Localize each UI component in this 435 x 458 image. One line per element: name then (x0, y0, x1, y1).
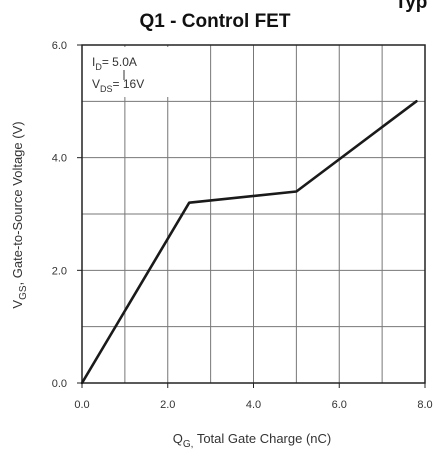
annotation-vds: VDS= 16V (92, 77, 144, 94)
x-tick-label: 4.0 (246, 399, 261, 411)
series-line (80, 100, 418, 385)
annotation-id: ID= 5.0A (92, 55, 137, 72)
y-tick-label: 2.0 (52, 265, 67, 277)
chart-title-fragment: Typ (395, 0, 427, 13)
x-tick-label: 2.0 (160, 399, 175, 411)
y-tick-label: 0.0 (52, 378, 67, 390)
annotation-background (84, 47, 176, 97)
y-tick-label: 6.0 (52, 40, 67, 52)
x-axis-label: QG, Total Gate Charge (nC) (173, 431, 331, 450)
y-tick-label: 4.0 (52, 153, 67, 165)
y-axis-label: VGS, Gate-to-Source Voltage (V) (10, 121, 29, 308)
x-tick-label: 8.0 (417, 399, 432, 411)
grid-lines (82, 45, 425, 383)
y-tick-labels: 0.0 2.0 4.0 6.0 (52, 40, 67, 390)
x-tick-label: 0.0 (74, 399, 89, 411)
x-tick-label: 6.0 (332, 399, 347, 411)
annotation-box: ID= 5.0A VDS= 16V (84, 47, 176, 97)
x-tick-labels: 0.0 2.0 4.0 6.0 8.0 (74, 399, 432, 411)
chart-title: Q1 - Control FET (140, 11, 291, 32)
series-layer (80, 100, 418, 385)
